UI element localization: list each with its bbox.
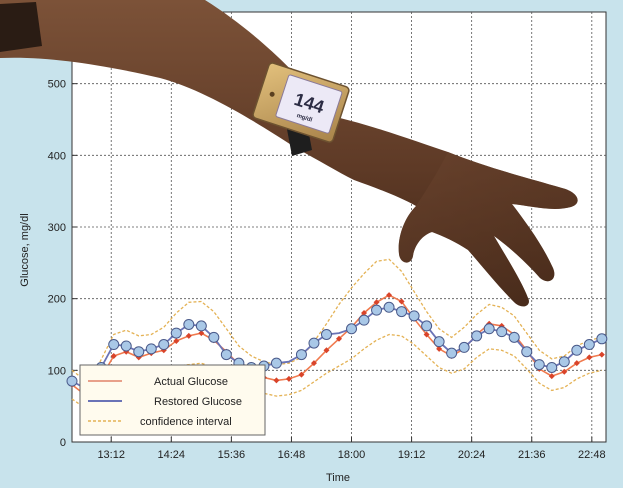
y-axis-label: Glucose, mg/dl <box>19 213 31 286</box>
restored-glucose-point <box>220 349 232 361</box>
restored-glucose-point <box>483 323 495 335</box>
restored-glucose-point <box>346 323 358 335</box>
actual-glucose-point <box>548 373 555 380</box>
restored-glucose-point <box>583 339 595 351</box>
actual-glucose-point <box>173 337 180 344</box>
restored-glucose-point <box>195 320 207 332</box>
x-tick-label: 13:12 <box>97 449 125 461</box>
legend-label-actual: Actual Glucose <box>154 376 228 388</box>
actual-glucose-point <box>310 360 317 367</box>
elbow-band <box>0 2 42 52</box>
x-axis-ticks: 13:12 14:24 15:36 16:48 18:00 19:12 20:24 21:36… <box>97 437 606 461</box>
restored-glucose-point <box>66 375 78 387</box>
restored-glucose-point <box>145 343 157 355</box>
actual-glucose-point <box>198 330 205 337</box>
restored-glucose-point <box>295 349 307 361</box>
actual-glucose-point <box>273 377 280 384</box>
x-axis-label: Time <box>326 472 350 484</box>
actual-glucose-point <box>298 371 305 378</box>
restored-glucose-point <box>433 336 445 348</box>
restored-glucose-point <box>308 337 320 349</box>
restored-glucose-point <box>120 340 132 352</box>
actual-glucose-point <box>423 331 430 338</box>
actual-glucose-point <box>386 292 393 299</box>
x-tick-label: 19:12 <box>398 449 426 461</box>
restored-glucose-point <box>458 341 470 353</box>
restored-glucose-point <box>596 333 608 345</box>
y-tick-label: 0 <box>60 437 66 449</box>
restored-glucose-point <box>546 361 558 373</box>
actual-glucose-point <box>185 332 192 339</box>
restored-glucose-series <box>66 301 608 392</box>
actual-glucose-point <box>586 354 593 361</box>
restored-glucose-point <box>533 359 545 371</box>
legend-label-restored: Restored Glucose <box>154 396 242 408</box>
actual-glucose-point <box>285 375 292 382</box>
restored-glucose-point <box>421 320 433 332</box>
restored-glucose-point <box>170 327 182 339</box>
actual-glucose-point <box>561 368 568 375</box>
actual-glucose-point <box>323 347 330 354</box>
actual-glucose-point <box>398 298 405 305</box>
x-tick-label: 18:00 <box>338 449 366 461</box>
actual-glucose-point <box>373 299 380 306</box>
restored-glucose-point <box>383 301 395 313</box>
device-unit: mg/dl <box>296 113 313 124</box>
actual-glucose-point <box>598 351 605 358</box>
y-tick-label: 100 <box>48 365 66 377</box>
restored-glucose-point <box>108 339 120 351</box>
restored-glucose-point <box>158 339 170 351</box>
y-tick-label: 500 <box>48 79 66 91</box>
y-axis-ticks: 0 100 200 300 400 500 <box>48 79 77 449</box>
restored-glucose-point <box>471 330 483 342</box>
restored-glucose-point <box>208 331 220 343</box>
confidence-upper-line <box>71 258 602 385</box>
actual-glucose-point <box>436 345 443 352</box>
x-tick-label: 15:36 <box>218 449 246 461</box>
x-tick-label: 21:36 <box>518 449 546 461</box>
arm-illustration: 144 mg/dl <box>0 0 578 307</box>
restored-glucose-point <box>396 306 408 318</box>
restored-glucose-point <box>558 356 570 368</box>
y-tick-label: 200 <box>48 294 66 306</box>
legend: Actual Glucose Restored Glucose confiden… <box>79 364 266 436</box>
restored-glucose-point <box>183 318 195 330</box>
device-button <box>269 91 275 97</box>
x-tick-label: 14:24 <box>158 449 186 461</box>
legend-label-confidence: confidence interval <box>140 416 232 428</box>
glucose-monitor-device: 144 mg/dl <box>252 62 350 143</box>
restored-glucose-point <box>446 347 458 359</box>
restored-glucose-point <box>320 329 332 340</box>
actual-glucose-point <box>336 335 342 342</box>
restored-glucose-point <box>521 346 533 358</box>
x-tick-label: 16:48 <box>278 449 306 461</box>
restored-glucose-point <box>571 344 583 356</box>
restored-glucose-point <box>496 326 508 338</box>
device-screen <box>275 74 343 134</box>
actual-glucose-point <box>573 360 580 367</box>
restored-glucose-point <box>508 331 520 343</box>
hand-shading <box>398 152 578 307</box>
x-tick-label: 20:24 <box>458 449 486 461</box>
restored-glucose-point <box>371 304 383 316</box>
actual-glucose-point <box>361 310 368 316</box>
y-tick-label: 400 <box>48 150 66 162</box>
y-tick-label: 300 <box>48 222 66 234</box>
actual-glucose-point <box>110 353 117 359</box>
restored-glucose-point <box>133 346 145 358</box>
restored-glucose-point <box>408 310 420 322</box>
restored-glucose-point <box>358 314 370 326</box>
x-tick-label: 22:48 <box>578 449 606 461</box>
restored-glucose-point <box>270 357 282 369</box>
